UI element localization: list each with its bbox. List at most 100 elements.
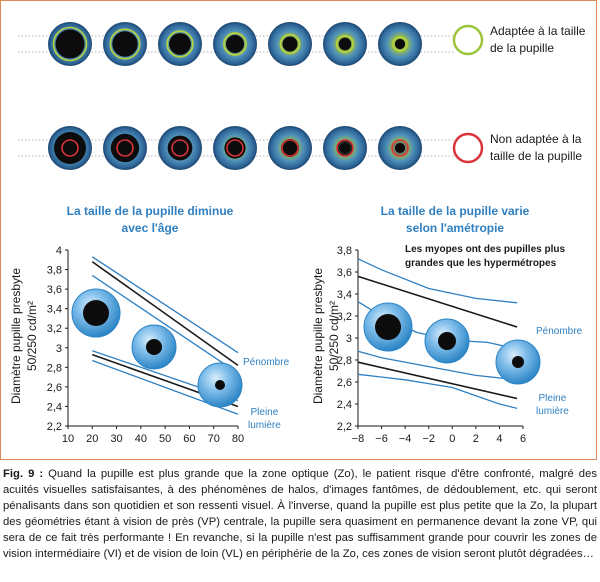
chart-age-ytick-label: 3,2 [47,323,62,335]
eye-icon [268,22,312,66]
figure-caption: Fig. 9 : Quand la pupille est plus grand… [3,466,597,562]
chart-age-ytick-label: 3,6 [47,284,62,296]
chart-ametropia: −8 −6 −4 −2 0 2 4 6 2,2 2,4 2,6 2,8 3 3,2 3,4 3,6 3,8 [337,245,541,445]
chart-ametropia-xtick-label: 6 [520,433,526,445]
chart-age-ytick-label: 2,2 [47,421,62,433]
not-adapted-circle-icon [452,132,484,164]
chart-age-series-upper-line [91,256,239,354]
chart-ametropia-ytick-label: 3,2 [337,311,352,323]
eye-icon [48,22,92,66]
chart-ametropia-ytick-label: 2,8 [337,355,352,367]
caption-text: Quand la pupille est plus grande que la … [3,468,597,560]
eye-icon [268,126,312,170]
eye-row-not-adapted [18,126,455,170]
chart-ametropia-ytick-label: 3,8 [337,245,352,257]
chart-ametropia-ytick-label: 2,2 [337,421,352,433]
eye-icon [378,22,422,66]
chart-age-ytick-label: 4 [56,245,62,257]
chart-ametropia-xtick-label: −8 [352,433,365,445]
chart-age-xtick-label: 10 [62,433,74,445]
eye-icon [378,126,422,170]
chart-ametropia-annotation-line2: grandes que les hypermétropes [405,258,557,269]
eye-icon [323,22,367,66]
chart-age-ytick-label: 3,8 [47,265,62,277]
eye-icon [158,126,202,170]
chart-age-ylabel-line2: 50/250 cd/m² [25,300,39,372]
chart-age-title: La taille de la pupille diminue avec l'â… [40,203,260,237]
chart-age-ytick-label: 2,4 [47,401,62,413]
chart-age-xtick-label: 80 [232,433,244,445]
chart-ametropia-title-line2: selon l'amétropie [405,221,505,235]
pupil-ball-icon [363,302,413,352]
chart-age-label-dim: Pénombre [243,357,290,368]
chart-age-label-bright-line1: Pleine [250,407,279,418]
legend-adapted-line2: de la pupille [490,41,555,55]
chart-ametropia-xtick-label: 0 [449,433,455,445]
pupil-ball-icon [424,318,470,364]
chart-age-xtick-label: 20 [86,433,98,445]
chart-ametropia-ytick-label: 3,4 [337,289,352,301]
chart-ametropia-label-bright-line2: lumière [536,406,569,417]
eye-icon [103,22,147,66]
eye-icon [213,22,257,66]
chart-ametropia-ytick-label: 2,4 [337,399,352,411]
legend-not-adapted-line2: taille de la pupille [490,149,583,163]
chart-ametropia-series-mean-line [357,275,518,328]
chart-age-ytick-label: 2,8 [47,362,62,374]
chart-ametropia-xtick-label: −6 [375,433,388,445]
chart-ametropia-ylabel-line1: Diamètre pupille presbyte [311,267,325,405]
caption-label: Fig. 9 : [3,468,44,480]
adapted-circle-icon [452,24,484,56]
chart-age-ylabel: Diamètre pupille presbyte 50/250 cd/m² [8,256,40,416]
chart-ametropia-title-line1: La taille de la pupille varie [380,204,530,218]
eye-row-adapted [18,22,455,66]
chart-age: 10 20 30 40 50 60 70 80 2,2 2,4 2,6 2,8 3 3,2 3,4 3,6 3,… [47,245,244,445]
legend-not-adapted-line1: Non adaptée à la [490,132,582,146]
chart-ametropia-xtick-label: −4 [399,433,412,445]
legend-adapted-line1: Adaptée à la taille [490,24,586,38]
chart-age-series-lower-line [91,274,239,374]
chart-age-xtick-label: 60 [183,433,195,445]
chart-age-xtick-label: 40 [135,433,147,445]
chart-ametropia-xtick-label: 2 [473,433,479,445]
chart-age-title-line1: La taille de la pupille diminue [66,204,234,218]
eye-icon [103,126,147,170]
chart-age-label-bright-line2: lumière [248,420,281,431]
figure-graphics: 10 20 30 40 50 60 70 802,22,42,62,833,23,43,63,… [18,22,541,445]
chart-ametropia-ytick-label: 2,6 [337,377,352,389]
legend-adapted: Adaptée à la taille de la pupille [490,23,585,57]
pupil-ball-icon [197,362,243,408]
chart-ametropia-annotation: Les myopes ont des pupilles plus grandes… [405,243,565,271]
chart-age-ytick-label: 3 [56,343,62,355]
chart-age-xtick-label: 50 [159,433,171,445]
chart-ametropia-series-lower-line [357,373,518,410]
chart-age-ylabel-line1: Diamètre pupille presbyte [9,267,23,405]
chart-age-xtick-label: 30 [110,433,122,445]
chart-ametropia-ytick-label: 3,6 [337,267,352,279]
chart-ametropia-series-upper-line [357,350,518,381]
eye-icon [323,126,367,170]
chart-age-label-bright: Pleine lumière [248,406,281,432]
chart-age-ytick-label: 2,6 [47,382,62,394]
eye-icon [213,126,257,170]
pupil-ball-icon [131,324,177,370]
chart-ametropia-xtick-label: 4 [496,433,502,445]
chart-ametropia-label-bright-line1: Pleine [538,393,567,404]
chart-ametropia-ylabel: Diamètre pupille presbyte 50/250 cd/m² [310,256,342,416]
chart-ametropia-ytick-label: 3 [346,333,352,345]
chart-age-xtick-label: 70 [208,433,220,445]
chart-ametropia-xtick-label: −2 [422,433,435,445]
chart-age-title-line2: avec l'âge [121,221,179,235]
chart-ametropia-title: La taille de la pupille varie selon l'am… [345,203,565,237]
pupil-ball-icon [495,339,541,385]
eye-icon [48,126,92,170]
chart-age-series-mean-line [91,261,239,367]
figure-frame [0,0,597,460]
chart-ametropia-label-dim: Pénombre [536,326,583,337]
chart-ametropia-ylabel-line2: 50/250 cd/m² [327,300,341,372]
chart-ametropia-label-bright: Pleine lumière [536,392,569,418]
pupil-ball-icon [71,288,121,338]
chart-ametropia-annotation-line1: Les myopes ont des pupilles plus [405,244,566,255]
chart-age-ytick-label: 3,4 [47,304,62,316]
